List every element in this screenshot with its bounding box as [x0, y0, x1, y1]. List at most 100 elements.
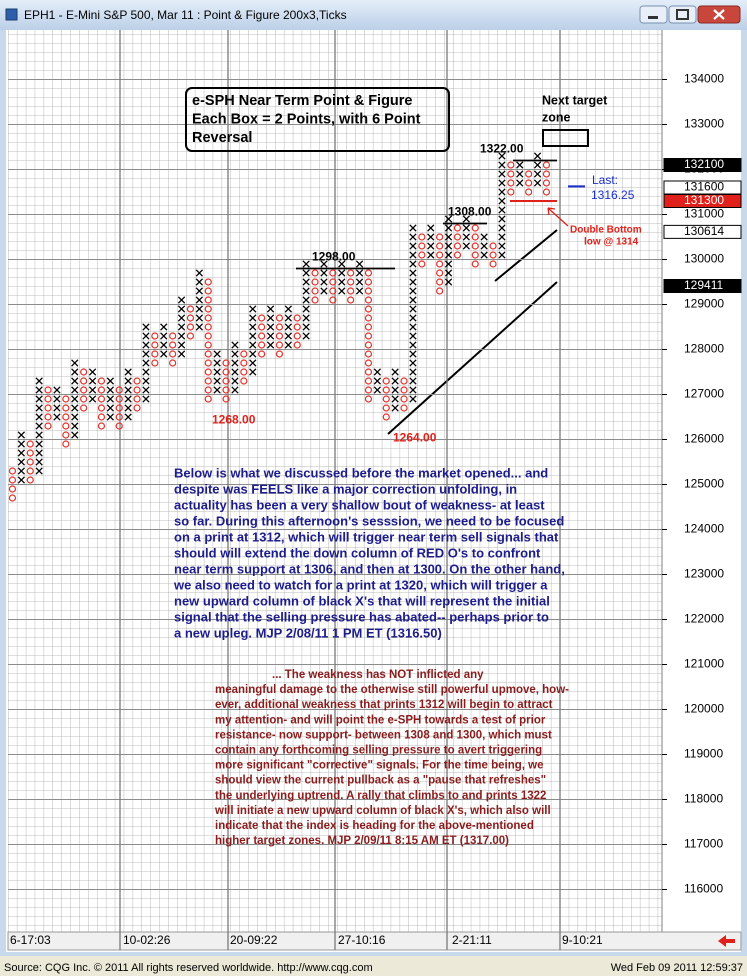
o-column	[62, 395, 70, 448]
o-box	[329, 269, 337, 277]
x-box	[391, 377, 399, 385]
o-column	[507, 161, 515, 196]
o-box	[204, 350, 212, 358]
o-box	[542, 170, 551, 178]
o-box	[204, 278, 212, 286]
minimize-button[interactable]	[639, 5, 668, 24]
x-box	[249, 314, 257, 322]
o-box	[44, 413, 52, 421]
o-box	[275, 323, 284, 331]
o-box	[364, 377, 373, 385]
o-box	[275, 332, 284, 340]
o-box	[204, 314, 212, 322]
y-tick-label: 124000	[684, 522, 724, 536]
o-box	[186, 332, 195, 340]
x-tick-label: 10-02:26	[123, 933, 171, 947]
o-box	[204, 395, 212, 403]
x-box	[71, 404, 79, 412]
x-tick-label: 27-10:16	[338, 933, 386, 947]
note-line: Below is what we discussed before the ma…	[174, 465, 548, 480]
price-marker	[663, 158, 742, 172]
x-box	[124, 395, 132, 403]
o-box	[542, 179, 551, 187]
x-box	[302, 278, 310, 286]
o-box	[364, 368, 373, 376]
x-box	[177, 341, 186, 349]
y-tick-label: 131000	[684, 207, 724, 221]
x-box	[498, 242, 506, 250]
o-box	[542, 188, 551, 196]
o-box	[151, 341, 159, 349]
o-box	[382, 413, 390, 421]
header-line: Reversal	[192, 130, 252, 146]
x-box	[231, 359, 239, 367]
x-box	[106, 386, 115, 394]
o-column	[8, 467, 17, 502]
o-box	[186, 323, 195, 331]
x-box	[266, 323, 275, 331]
o-box	[97, 413, 106, 421]
target-zone	[542, 129, 589, 147]
x-box	[533, 170, 542, 178]
x-box	[231, 368, 239, 376]
o-box	[133, 377, 141, 385]
o-column	[222, 359, 230, 403]
x-box	[444, 224, 453, 232]
low-label: 1264.00	[393, 431, 437, 445]
x-box	[249, 332, 257, 340]
note-line: we also need to watch for a print at 132…	[173, 577, 548, 592]
o-column	[169, 332, 177, 367]
o-column	[133, 377, 141, 412]
o-box	[453, 242, 462, 250]
x-box	[106, 404, 115, 412]
o-box	[507, 188, 515, 196]
o-box	[222, 386, 230, 394]
o-box	[489, 251, 497, 259]
x-axis-strip	[7, 931, 742, 951]
x-box	[409, 224, 417, 232]
level-label: 1298.00	[312, 250, 356, 264]
x-box	[160, 341, 168, 349]
scroll-arrow[interactable]	[718, 935, 735, 947]
low-label: 1268.00	[212, 413, 256, 427]
x-box	[320, 287, 328, 295]
o-box	[44, 386, 52, 394]
o-box	[507, 179, 515, 187]
close-button[interactable]	[697, 5, 741, 24]
x-box	[177, 332, 186, 340]
o-box	[542, 161, 551, 169]
x-column	[106, 377, 115, 421]
x-column	[249, 305, 257, 376]
x-box	[106, 395, 115, 403]
o-box	[364, 305, 373, 313]
o-box	[471, 251, 479, 259]
x-column	[231, 341, 239, 394]
x-box	[142, 386, 150, 394]
o-box	[311, 278, 319, 286]
o-column	[151, 332, 159, 367]
o-box	[26, 476, 34, 484]
o-box	[62, 395, 70, 403]
x-box	[480, 233, 488, 241]
maximize-button[interactable]	[668, 5, 697, 24]
x-box	[427, 251, 435, 259]
note-line: meaningful damage to the otherwise still…	[215, 684, 569, 696]
note-line: so far. During this afternoon's sesssion…	[174, 513, 564, 528]
x-box	[444, 278, 453, 286]
note-line: my attention- and will point the e-SPH t…	[215, 714, 546, 726]
o-box	[418, 233, 426, 241]
o-box	[453, 233, 462, 241]
o-box	[382, 395, 390, 403]
x-box	[498, 179, 506, 187]
x-box	[17, 449, 26, 457]
x-box	[498, 215, 506, 223]
o-box	[80, 368, 88, 376]
x-column	[142, 323, 150, 403]
x-box	[266, 341, 275, 349]
o-box	[400, 404, 408, 412]
o-box	[133, 386, 141, 394]
x-box	[71, 359, 79, 367]
app-icon	[5, 8, 18, 21]
x-box	[35, 431, 43, 439]
o-box	[44, 395, 52, 403]
